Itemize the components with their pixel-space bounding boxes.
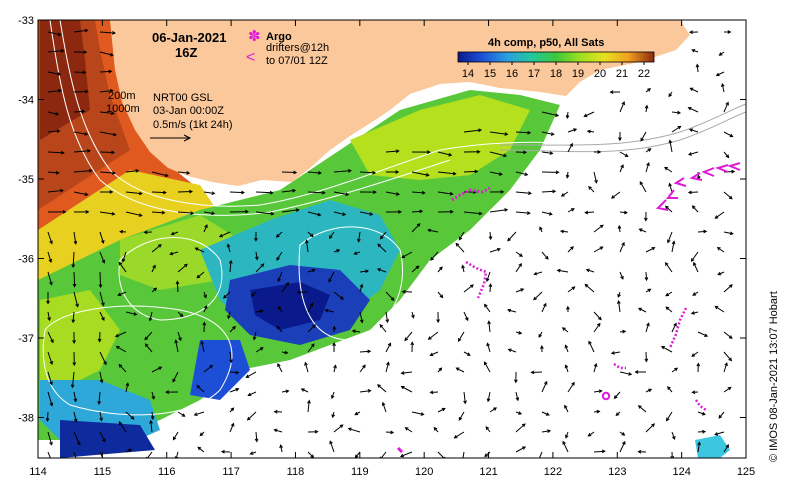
lon-tick-label: 116 — [158, 466, 176, 478]
lat-tick-label: -37 — [18, 333, 34, 345]
currents-time: 03-Jan 00:00Z — [153, 105, 224, 117]
colorbar-tick-label: 21 — [616, 68, 628, 80]
lon-tick-label: 122 — [544, 466, 562, 478]
drifters-line1: drifters@12h — [266, 42, 329, 54]
lat-tick-label: -35 — [18, 174, 34, 186]
colorbar-tick-label: 17 — [528, 68, 540, 80]
colorbar-tick-label: 14 — [462, 68, 474, 80]
lon-tick-label: 124 — [672, 466, 690, 478]
lon-tick-label: 125 — [737, 466, 755, 478]
lat-tick-label: -38 — [18, 413, 34, 425]
argo-drifter-chevrons — [655, 162, 741, 211]
lat-tick-label: -34 — [18, 95, 34, 107]
map-hour: 16Z — [175, 45, 197, 60]
colorbar-tick-label: 20 — [594, 68, 606, 80]
bathymetry-contours — [42, 20, 746, 416]
colorbar-ticks: 14 15 16 17 18 19 20 21 22 — [462, 62, 650, 80]
lon-tick-label: 121 — [479, 466, 497, 478]
lon-tick-label: 120 — [415, 466, 433, 478]
lon-tick-label: 118 — [287, 466, 305, 478]
contour-label-200m: 200m — [108, 90, 136, 102]
colorbar-tick-label: 16 — [506, 68, 518, 80]
lon-tick-label: 123 — [608, 466, 626, 478]
lat-tick-label: -33 — [18, 15, 34, 27]
colorbar-tick-label: 15 — [484, 68, 496, 80]
colorbar — [457, 51, 655, 63]
shelf-contour-east — [499, 103, 746, 153]
lon-tick-label: 114 — [29, 466, 47, 478]
lat-tick-label: -36 — [18, 254, 34, 266]
argo-label: Argo — [266, 31, 292, 43]
colorbar-tick-label: 18 — [550, 68, 562, 80]
current-vectors — [45, 28, 736, 458]
lon-tick-label: 117 — [222, 466, 240, 478]
drifter-chevron-icon: < — [246, 49, 255, 66]
drifters-line2: to 07/01 12Z — [266, 55, 328, 67]
lon-tick-label: 115 — [94, 466, 112, 478]
longitude-axis: 114 115 116 117 118 119 120 121 122 123 124 125 — [29, 20, 755, 478]
currents-product: NRT00 GSL — [153, 92, 213, 104]
lon-tick-label: 119 — [351, 466, 369, 478]
map-date: 06-Jan-2021 — [152, 30, 226, 45]
currents-scale: 0.5m/s (1kt 24h) — [153, 119, 232, 131]
colorbar-tick-label: 19 — [572, 68, 584, 80]
scale-arrow — [150, 134, 192, 142]
argo-drifter-tracks — [396, 186, 707, 454]
credit-text: © IMOS 08-Jan-2021 13:07 Hobart — [768, 291, 780, 462]
plot-frame — [37, 19, 747, 459]
latitude-axis: -33 -34 -35 -36 -37 -38 — [18, 15, 746, 425]
contour-label-1000m: 1000m — [106, 103, 140, 115]
colorbar-tick-label: 22 — [638, 68, 650, 80]
argo-marker-icon: ✽ — [248, 28, 261, 45]
colorbar-title: 4h comp, p50, All Sats — [488, 37, 604, 49]
argo-float-marker — [601, 391, 611, 401]
